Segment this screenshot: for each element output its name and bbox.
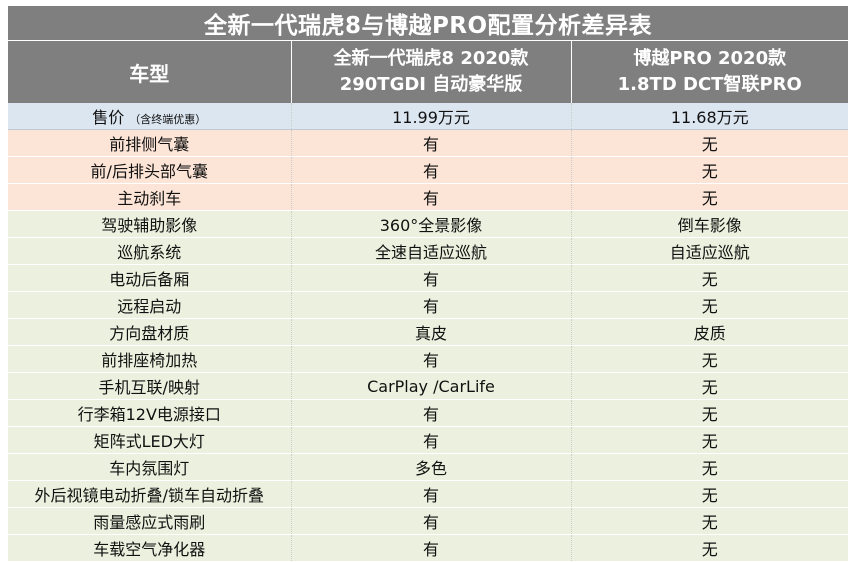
table-row: 驾驶辅助影像 360°全景影像 倒车影像 xyxy=(8,210,848,238)
comparison-table: 车型 全新一代瑞虎8 2020款 290TGDI 自动豪华版 博越PRO 202… xyxy=(8,41,848,562)
table-row: 电动后备厢有无 xyxy=(8,264,848,292)
boyue-header-line-1: 博越PRO 2020款 xyxy=(633,48,787,69)
boyue-header-line-2: 1.8TD DCT智联PRO xyxy=(617,74,802,95)
boyue-value-cell: 无 xyxy=(571,264,848,292)
tiggo8-value-cell: 有 xyxy=(291,534,572,562)
boyue-value-cell: 无 xyxy=(571,372,848,400)
table-body: 售价 （含终端优惠） 11.99万元 11.68万元 前排侧气囊有无前/后排头部… xyxy=(8,103,848,562)
boyue-value-cell: 无 xyxy=(571,156,848,184)
boyue-value-cell: 无 xyxy=(571,129,848,157)
table-row: 手机互联/映射 CarPlay /CarLife 无 xyxy=(8,372,848,400)
tiggo8-value-cell: 有 xyxy=(291,264,572,292)
tiggo8-value-cell: 有 xyxy=(291,156,572,184)
tiggo8-value-cell: 有 xyxy=(291,345,572,373)
tiggo8-value-cell: 真皮 xyxy=(291,318,572,346)
feature-label-cell: 前排座椅加热 xyxy=(8,345,292,373)
table-row: 方向盘材质 真皮 皮质 xyxy=(8,318,848,346)
tiggo8-value-cell: 全速自适应巡航 xyxy=(291,237,572,265)
boyue-value-cell: 自适应巡航 xyxy=(571,237,848,265)
tiggo8-value-cell: 有 xyxy=(291,426,572,454)
feature-label-cell: 前/后排头部气囊 xyxy=(8,156,292,184)
price-label-cell: 售价 （含终端优惠） xyxy=(8,103,292,130)
price-tiggo8-cell: 11.99万元 xyxy=(291,103,572,130)
tiggo8-value-cell: 有 xyxy=(291,183,572,211)
table-row: 行李箱12V电源接口有无 xyxy=(8,399,848,427)
table-row: 车内氛围灯 多色无 xyxy=(8,453,848,481)
comparison-sheet: 全新一代瑞虎8与博越PRO配置分析差异表 车型 全新一代瑞虎8 2020款 29… xyxy=(8,6,848,562)
header-row: 车型 全新一代瑞虎8 2020款 290TGDI 自动豪华版 博越PRO 202… xyxy=(8,41,848,103)
feature-label-cell: 车载空气净化器 xyxy=(8,534,292,562)
boyue-value-cell: 无 xyxy=(571,426,848,454)
table-header: 车型 全新一代瑞虎8 2020款 290TGDI 自动豪华版 博越PRO 202… xyxy=(8,41,848,103)
table-row: 前/后排头部气囊有无 xyxy=(8,156,848,184)
price-note: （含终端优惠） xyxy=(129,113,207,126)
price-row: 售价 （含终端优惠） 11.99万元 11.68万元 xyxy=(8,103,848,130)
price-boyue-cell: 11.68万元 xyxy=(571,103,848,130)
feature-label-cell: 方向盘材质 xyxy=(8,318,292,346)
feature-label-cell: 驾驶辅助影像 xyxy=(8,210,292,238)
feature-label-cell: 车内氛围灯 xyxy=(8,453,292,481)
boyue-value-cell: 无 xyxy=(571,399,848,427)
boyue-value-cell: 无 xyxy=(571,291,848,319)
feature-label-cell: 电动后备厢 xyxy=(8,264,292,292)
tiggo8-value-cell: 有 xyxy=(291,129,572,157)
table-row: 外后视镜电动折叠/锁车自动折叠有无 xyxy=(8,480,848,508)
tiggo8-header-line-1: 全新一代瑞虎8 2020款 xyxy=(333,48,529,69)
tiggo8-header-line-2: 290TGDI 自动豪华版 xyxy=(339,74,523,95)
feature-label-cell: 手机互联/映射 xyxy=(8,372,292,400)
boyue-value-cell: 无 xyxy=(571,534,848,562)
boyue-value-cell: 无 xyxy=(571,453,848,481)
feature-label-cell: 行李箱12V电源接口 xyxy=(8,399,292,427)
table-row: 前排侧气囊有无 xyxy=(8,129,848,157)
table-row: 雨量感应式雨刷有无 xyxy=(8,507,848,535)
tiggo8-value-cell: 有 xyxy=(291,399,572,427)
table-row: 远程启动有无 xyxy=(8,291,848,319)
tiggo8-value-cell: CarPlay /CarLife xyxy=(291,372,572,400)
feature-label-cell: 巡航系统 xyxy=(8,237,292,265)
feature-label-cell: 前排侧气囊 xyxy=(8,129,292,157)
tiggo8-value-cell: 360°全景影像 xyxy=(291,210,572,238)
tiggo8-column-header: 全新一代瑞虎8 2020款 290TGDI 自动豪华版 xyxy=(291,41,572,103)
table-row: 主动刹车有无 xyxy=(8,183,848,211)
tiggo8-value-cell: 有 xyxy=(291,480,572,508)
feature-label-cell: 雨量感应式雨刷 xyxy=(8,507,292,535)
tiggo8-value-cell: 多色 xyxy=(291,453,572,481)
table-row: 前排座椅加热有无 xyxy=(8,345,848,373)
boyue-value-cell: 无 xyxy=(571,507,848,535)
table-row: 矩阵式LED大灯有无 xyxy=(8,426,848,454)
boyue-value-cell: 倒车影像 xyxy=(571,210,848,238)
feature-label-cell: 主动刹车 xyxy=(8,183,292,211)
feature-label-cell: 矩阵式LED大灯 xyxy=(8,426,292,454)
feature-label-cell: 远程启动 xyxy=(8,291,292,319)
boyue-value-cell: 无 xyxy=(571,480,848,508)
boyue-column-header: 博越PRO 2020款 1.8TD DCT智联PRO xyxy=(571,41,848,103)
table-row: 巡航系统 全速自适应巡航 自适应巡航 xyxy=(8,237,848,265)
feature-label-cell: 外后视镜电动折叠/锁车自动折叠 xyxy=(8,480,292,508)
table-row: 车载空气净化器有无 xyxy=(8,534,848,562)
tiggo8-value-cell: 有 xyxy=(291,507,572,535)
boyue-value-cell: 无 xyxy=(571,345,848,373)
model-column-header: 车型 xyxy=(8,41,292,103)
price-label: 售价 xyxy=(92,108,125,127)
boyue-value-cell: 皮质 xyxy=(571,318,848,346)
tiggo8-value-cell: 有 xyxy=(291,291,572,319)
sheet-title: 全新一代瑞虎8与博越PRO配置分析差异表 xyxy=(8,6,848,41)
boyue-value-cell: 无 xyxy=(571,183,848,211)
